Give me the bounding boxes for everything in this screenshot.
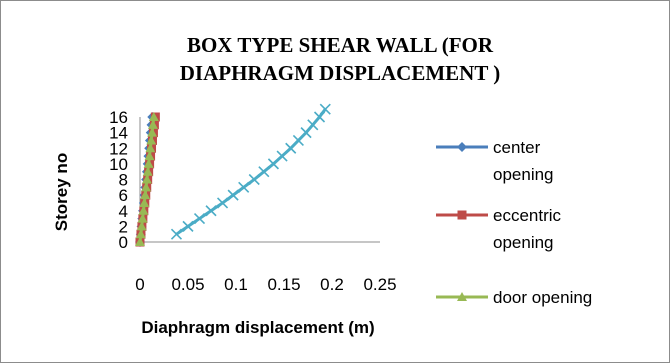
x-tick-label: 0.2 (320, 275, 344, 294)
series-line (175, 108, 327, 236)
chart-title-line-1: BOX TYPE SHEAR WALL (FOR (187, 33, 494, 57)
data-point (137, 213, 148, 223)
data-point (170, 228, 183, 240)
legend-entry: eccentric opening (436, 206, 562, 252)
series-unnamed (170, 103, 331, 240)
y-tick-label: 12 (109, 139, 128, 158)
x-axis-label: Diaphragm displacement (m) (141, 318, 374, 337)
legend-label: center opening (493, 138, 554, 184)
data-point (141, 174, 152, 184)
data-point (147, 119, 158, 129)
data-point (216, 197, 229, 209)
data-point (145, 143, 156, 153)
data-point (182, 220, 194, 232)
y-tick-label: 0 (119, 233, 128, 252)
data-point (142, 166, 153, 176)
data-point (238, 181, 250, 193)
legend-entry: center opening (436, 138, 554, 184)
data-point (313, 111, 326, 123)
x-tick-label: 0.25 (363, 275, 396, 294)
y-tick-label: 2 (119, 217, 128, 236)
legend-marker (457, 292, 467, 301)
data-point (144, 151, 155, 161)
data-point (319, 103, 331, 115)
legend-label: eccentric opening (493, 206, 562, 252)
x-tick-label: 0 (135, 275, 144, 294)
data-point (139, 197, 150, 207)
data-point (136, 221, 147, 231)
x-tick-label: 0.05 (171, 275, 204, 294)
legend-marker (457, 210, 467, 220)
data-point (258, 166, 270, 178)
data-point (135, 229, 146, 239)
data-point (193, 212, 206, 225)
y-tick-label: 16 (109, 108, 128, 127)
data-point (135, 237, 145, 246)
y-tick-label: 4 (119, 202, 128, 221)
y-tick-label: 6 (119, 186, 128, 205)
data-point (147, 127, 158, 137)
y-tick-label: 14 (109, 124, 128, 143)
x-tick-label: 0.1 (224, 275, 248, 294)
data-point (205, 205, 217, 217)
y-tick-label: 8 (119, 171, 128, 190)
legend-label: door opening (493, 288, 592, 307)
legend-marker (457, 142, 467, 152)
x-tick-label: 0.15 (267, 275, 300, 294)
data-point (138, 205, 149, 215)
chart-title-line-2: DIAPHRAGM DISPLACEMENT ) (180, 61, 500, 85)
data-point (227, 189, 239, 201)
y-axis-label: Storey no (52, 153, 71, 231)
legend-entry: door opening (436, 288, 592, 307)
data-point (140, 190, 151, 200)
data-point (146, 135, 157, 145)
series-door-opening (135, 112, 159, 246)
data-point (148, 112, 159, 121)
y-tick-label: 10 (109, 155, 128, 174)
data-point (143, 158, 154, 168)
data-point (248, 173, 260, 186)
data-point (141, 182, 152, 192)
